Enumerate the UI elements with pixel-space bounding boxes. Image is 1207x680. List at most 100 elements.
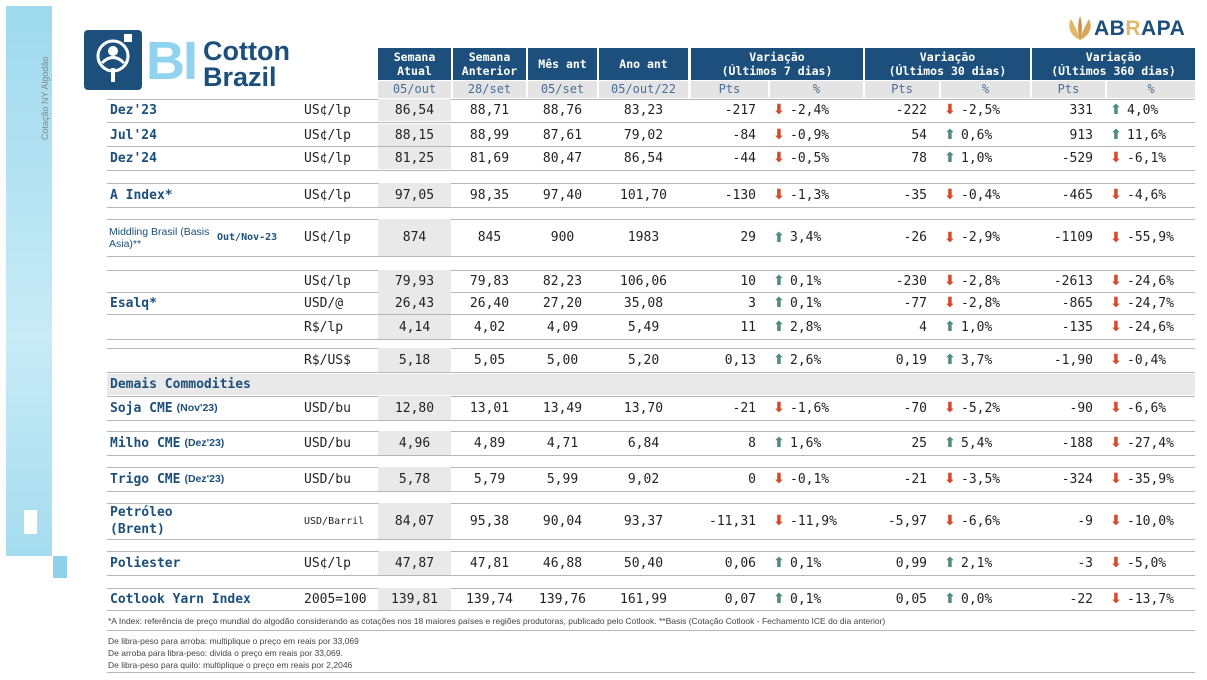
value-col-1: 88,99 bbox=[469, 127, 510, 143]
row-label-extra: Out/Nov-23 bbox=[217, 232, 278, 243]
arrow-down-icon: ⬇ bbox=[944, 295, 956, 311]
var-pct-2: ⬇ -55,9% bbox=[1109, 219, 1195, 256]
arrow-down-icon: ⬇ bbox=[1110, 352, 1122, 368]
value-col-3: 6,84 bbox=[627, 435, 660, 451]
var-pct-text: 5,4% bbox=[961, 435, 993, 451]
row-unit: US¢/lp bbox=[304, 555, 351, 571]
header-text: Semana Anterior bbox=[462, 50, 517, 78]
var-pct-0: ⬆ 0,1% bbox=[772, 551, 863, 575]
arrow-down-icon: ⬇ bbox=[1110, 295, 1122, 311]
var-pct-text: 1,0% bbox=[961, 319, 993, 335]
var-pts-2: -465 bbox=[1061, 187, 1093, 203]
subheader-pts-6: Pts bbox=[1032, 81, 1105, 98]
cotton-brazil-logo: BI Cotton Brazil bbox=[84, 30, 304, 94]
table-row: Petróleo (Brent) USD/Barril 84,07 95,38 90,04… bbox=[107, 503, 1195, 539]
arrow-up-icon: ⬆ bbox=[773, 295, 785, 311]
value-col-3: 1983 bbox=[627, 230, 660, 245]
value-col-1: 4,02 bbox=[473, 319, 506, 335]
var-pts-2: -90 bbox=[1069, 400, 1093, 416]
subheader-date-0: 05/out bbox=[378, 81, 451, 98]
var-pct-text: -0,9% bbox=[790, 127, 830, 143]
var-pct-1: ⬆ 0,6% bbox=[943, 124, 1030, 146]
subheader-date-2: 05/set bbox=[528, 81, 597, 98]
var-pct-text: -1,3% bbox=[790, 187, 830, 203]
var-pct-0: ⬇ -0,5% bbox=[772, 147, 863, 169]
row-divider bbox=[107, 610, 1195, 611]
row-label: Dez'23 bbox=[110, 99, 300, 121]
value-col-2: 80,47 bbox=[542, 150, 583, 166]
arrow-up-icon: ⬆ bbox=[1110, 127, 1122, 143]
var-pct-0: ⬇ -11,9% bbox=[772, 503, 863, 539]
abrapa-logo: ABRAPA bbox=[1065, 14, 1190, 44]
row-label: Milho CME (Dez'23) bbox=[110, 431, 300, 455]
row-label-main: Trigo CME bbox=[110, 471, 181, 487]
value-col-2: 88,76 bbox=[542, 102, 583, 118]
row-label: Petróleo (Brent) bbox=[110, 503, 300, 539]
row-label: Middling Brasil (Basis Asia)** bbox=[109, 225, 210, 250]
arrow-down-icon: ⬇ bbox=[944, 513, 956, 529]
arrow-down-icon: ⬇ bbox=[773, 102, 785, 118]
value-col-1: 98,35 bbox=[469, 187, 510, 203]
footnote-3: De libra-peso para quilo: multiplique o … bbox=[108, 660, 353, 670]
var-pct-text: 3,4% bbox=[790, 230, 822, 245]
var-pts-0: -130 bbox=[724, 187, 756, 203]
var-pts-2: -9 bbox=[1077, 513, 1093, 529]
row-label: Cotlook Yarn Index bbox=[110, 588, 300, 610]
arrow-down-icon: ⬇ bbox=[1110, 400, 1122, 416]
row-divider bbox=[107, 292, 1195, 293]
var-pct-text: 3,7% bbox=[961, 352, 993, 368]
var-pct-1: ⬆ 1,0% bbox=[943, 147, 1030, 169]
table-row: A Index* US¢/lp 97,05 98,35 97,40 101,70 -130 ⬇… bbox=[107, 183, 1195, 207]
subheader-date-3: 05/out/22 bbox=[599, 81, 688, 98]
var-pct-2: ⬇ -6,1% bbox=[1109, 147, 1195, 169]
var-pct-text: -10,0% bbox=[1127, 513, 1174, 529]
arrow-down-icon: ⬇ bbox=[1110, 187, 1122, 203]
logo-brazil-text: Brazil bbox=[203, 62, 277, 92]
header-line1: Semana bbox=[468, 50, 511, 64]
footnote-2: De arroba para libra-peso: divida o preç… bbox=[108, 648, 343, 658]
arrow-up-icon: ⬆ bbox=[773, 555, 785, 571]
arrow-down-icon: ⬇ bbox=[944, 102, 956, 118]
var-pts-0: 0,13 bbox=[724, 352, 756, 368]
var-pts-1: 54 bbox=[911, 127, 927, 143]
row-label-line1: Petróleo bbox=[110, 505, 173, 520]
table-row: US¢/lp 79,93 79,83 82,23 106,06 10 ⬆ 0,1% -230 ⬇ -… bbox=[107, 270, 1195, 292]
arrow-up-icon: ⬆ bbox=[773, 352, 785, 368]
row-divider bbox=[107, 99, 1195, 100]
logo-bi-text: BI bbox=[146, 31, 198, 91]
arrow-up-icon: ⬆ bbox=[944, 435, 956, 451]
arrow-up-icon: ⬆ bbox=[944, 352, 956, 368]
header-col-5: Variação (Últimos 30 dias) bbox=[865, 48, 1030, 80]
var-pct-text: 0,0% bbox=[961, 591, 993, 607]
value-col-1: 139,74 bbox=[466, 591, 513, 607]
arrow-down-icon: ⬇ bbox=[773, 400, 785, 416]
value-col-2: 139,76 bbox=[539, 591, 586, 607]
var-pts-1: -21 bbox=[903, 471, 927, 487]
row-label-extra: (Dez'23) bbox=[184, 473, 225, 485]
var-pct-text: 0,1% bbox=[790, 295, 822, 311]
header-text: Mês ant bbox=[538, 57, 586, 71]
value-col-2: 900 bbox=[550, 230, 575, 245]
var-pts-1: 78 bbox=[911, 150, 927, 166]
var-pct-text: -1,6% bbox=[790, 400, 830, 416]
value-col-1: 5,05 bbox=[473, 352, 506, 368]
value-col-3: 13,70 bbox=[623, 400, 664, 416]
header-col-6: Variação (Últimos 360 dias) bbox=[1032, 48, 1195, 80]
value-col-0: 84,07 bbox=[378, 503, 451, 539]
var-pct-1: ⬆ 5,4% bbox=[943, 431, 1030, 455]
abrapa-text: ABRAPA bbox=[1094, 17, 1185, 41]
var-pts-1: 0,99 bbox=[895, 555, 927, 571]
var-pct-text: -24,7% bbox=[1127, 295, 1174, 311]
var-pct-text: -2,8% bbox=[961, 295, 1001, 311]
section-row: Demais Commodities bbox=[107, 374, 1195, 395]
var-pct-0: ⬇ -0,9% bbox=[772, 124, 863, 146]
header-line1: Semana bbox=[393, 50, 436, 64]
var-pct-text: -3,5% bbox=[961, 471, 1001, 487]
row-label-main: Esalq* bbox=[110, 295, 157, 311]
var-pts-1: -77 bbox=[903, 295, 927, 311]
row-label-main: A Index* bbox=[110, 187, 173, 203]
var-pct-1: ⬆ 2,1% bbox=[943, 551, 1030, 575]
row-label-main: Soja CME bbox=[110, 400, 173, 416]
var-pct-2: ⬇ -6,6% bbox=[1109, 396, 1195, 420]
table-row: Poliester US¢/lp 47,87 47,81 46,88 50,40 0,06 ⬆… bbox=[107, 551, 1195, 575]
